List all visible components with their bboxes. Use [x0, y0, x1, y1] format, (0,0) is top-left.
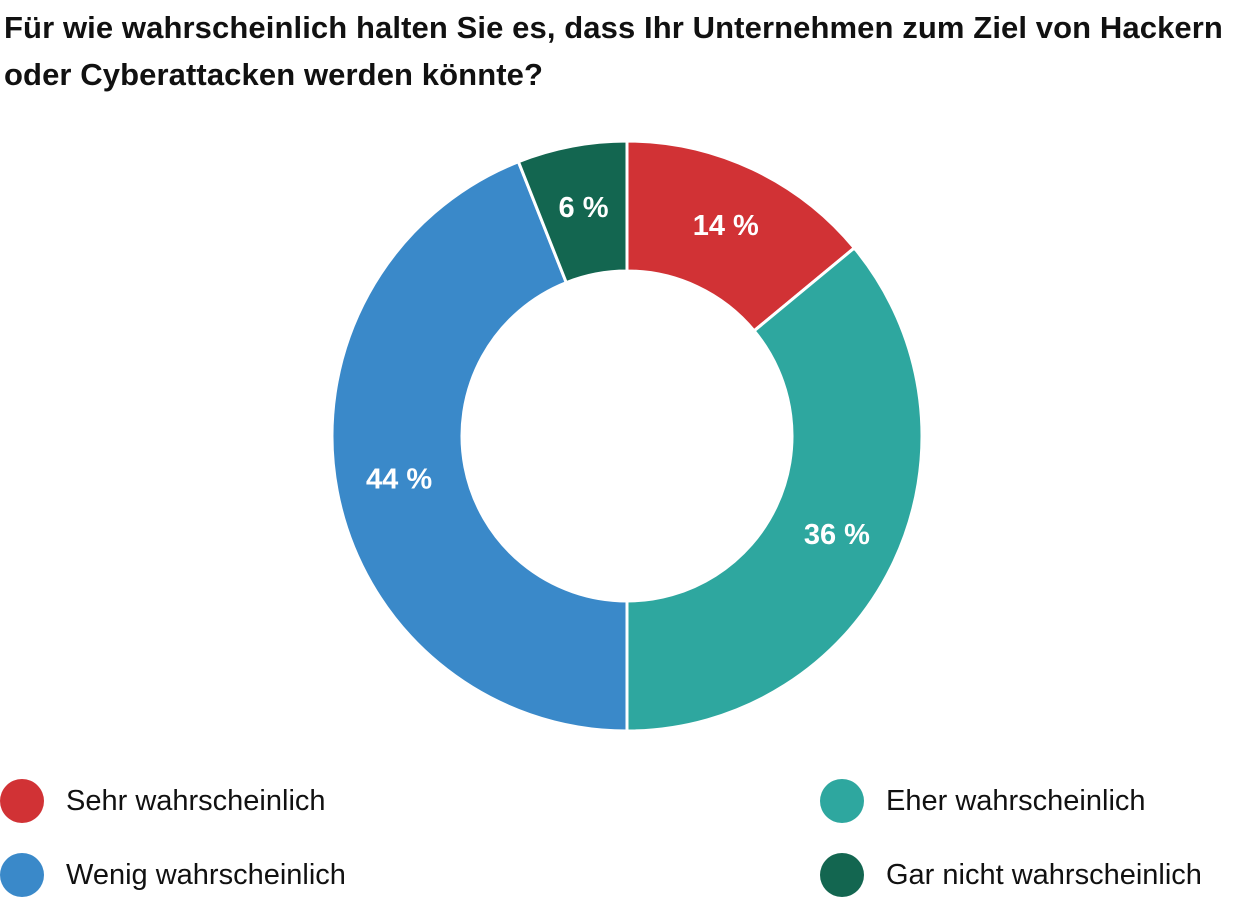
donut-slice-labels: 14 % 36 % 44 % 6 %: [366, 192, 870, 551]
donut-slice-gar-nicht-wahrscheinlich: [516, 139, 629, 285]
legend-item-eher-wahrscheinlich: Eher wahrscheinlich: [820, 776, 1146, 826]
slice-label-wenig-wahrscheinlich: 44 %: [366, 463, 432, 495]
legend-item-sehr-wahrscheinlich: Sehr wahrscheinlich: [0, 776, 326, 826]
legend-label-eher-wahrscheinlich: Eher wahrscheinlich: [886, 784, 1146, 817]
donut-slice-wenig-wahrscheinlich: [330, 160, 629, 733]
legend-swatch-gar-nicht-wahrscheinlich: [820, 853, 864, 897]
legend-swatch-eher-wahrscheinlich: [820, 779, 864, 823]
donut-slice-sehr-wahrscheinlich: [625, 139, 856, 333]
legend-item-wenig-wahrscheinlich: Wenig wahrscheinlich: [0, 850, 346, 900]
donut-slice-eher-wahrscheinlich: [625, 246, 924, 733]
chart-title: Für wie wahrscheinlich halten Sie es, da…: [4, 10, 1223, 92]
legend-item-gar-nicht-wahrscheinlich: Gar nicht wahrscheinlich: [820, 850, 1202, 900]
legend-swatch-sehr-wahrscheinlich: [0, 779, 44, 823]
slice-label-eher-wahrscheinlich: 36 %: [804, 519, 870, 551]
legend-label-wenig-wahrscheinlich: Wenig wahrscheinlich: [66, 858, 346, 891]
slice-label-sehr-wahrscheinlich: 14 %: [693, 210, 759, 242]
slice-label-gar-nicht-wahrscheinlich: 6 %: [559, 192, 609, 224]
legend-label-sehr-wahrscheinlich: Sehr wahrscheinlich: [66, 784, 326, 817]
legend-swatch-wenig-wahrscheinlich: [0, 853, 44, 897]
donut-slices: [330, 139, 924, 733]
legend-label-gar-nicht-wahrscheinlich: Gar nicht wahrscheinlich: [886, 858, 1202, 891]
